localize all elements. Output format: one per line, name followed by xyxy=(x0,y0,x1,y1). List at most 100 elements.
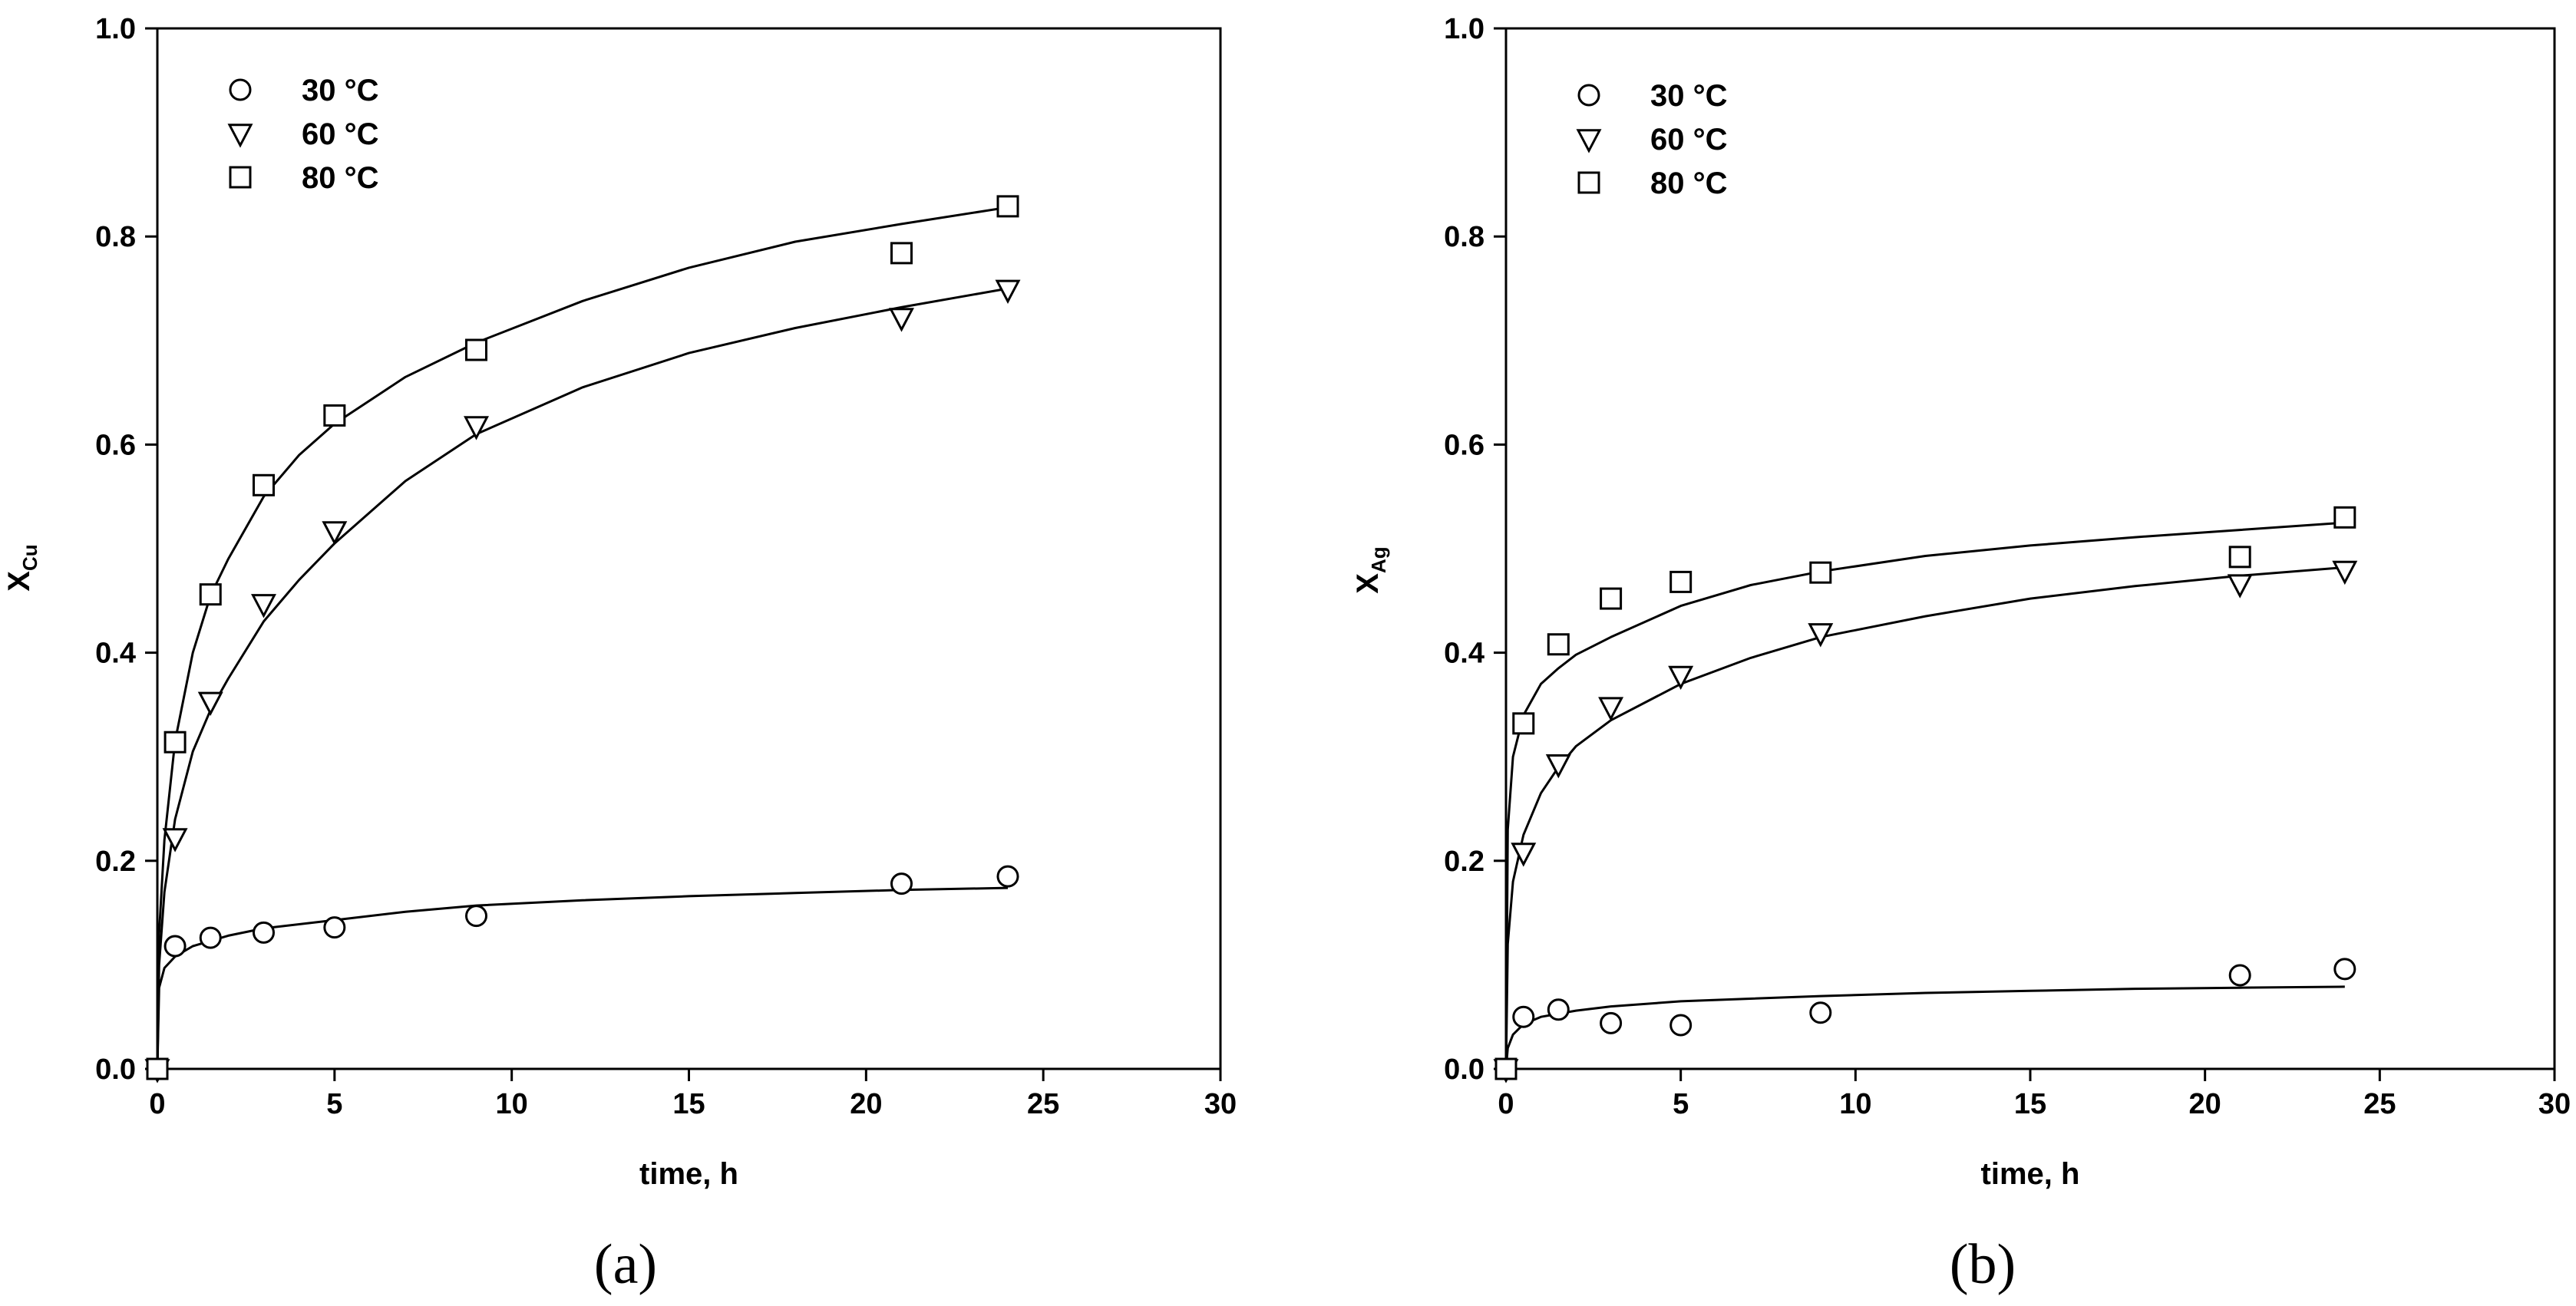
y-axis-title: XAg xyxy=(1351,546,1390,593)
data-point xyxy=(1600,587,1623,610)
y-tick-label: 0.0 xyxy=(1444,1054,1485,1086)
data-point xyxy=(323,916,346,939)
legend-marker xyxy=(229,166,252,189)
data-point xyxy=(1511,843,1537,867)
legend-label: 80 °C xyxy=(1650,167,1728,200)
data-point xyxy=(1512,1005,1535,1028)
data-point xyxy=(1668,665,1694,691)
data-point xyxy=(1494,1057,1518,1080)
x-tick-label: 10 xyxy=(496,1088,528,1120)
x-tick-label: 5 xyxy=(326,1088,342,1120)
y-tick-label: 0.2 xyxy=(1444,846,1485,878)
x-tick-label: 0 xyxy=(1498,1088,1514,1120)
series-square xyxy=(1494,506,2356,1080)
data-point xyxy=(1547,998,1570,1021)
x-tick-label: 30 xyxy=(2538,1088,2571,1120)
data-point xyxy=(995,279,1021,304)
data-point xyxy=(1809,561,1832,584)
x-axis-title: time, h xyxy=(639,1157,738,1191)
data-point xyxy=(996,865,1019,888)
data-point xyxy=(197,691,223,716)
x-tick-label: 20 xyxy=(2189,1088,2221,1120)
data-point xyxy=(199,583,222,606)
fit-curve xyxy=(1504,566,2345,1070)
legend-marker xyxy=(1576,129,1602,153)
data-point xyxy=(2228,964,2251,987)
x-axis-title: time, h xyxy=(1981,1157,2080,1191)
x-tick-label: 30 xyxy=(1204,1088,1237,1120)
data-point xyxy=(1669,1014,1693,1037)
data-point xyxy=(465,338,487,361)
y-axis-title-subscript: Ag xyxy=(1367,546,1390,573)
y-tick-label: 0.6 xyxy=(1444,429,1485,461)
data-point xyxy=(253,921,275,944)
fit-curve xyxy=(1504,521,2345,1070)
series-square xyxy=(146,195,1019,1080)
y-tick-label: 0.8 xyxy=(1444,221,1485,253)
data-point xyxy=(1547,633,1570,656)
data-point xyxy=(163,731,187,754)
data-point xyxy=(251,594,276,618)
data-point xyxy=(162,828,188,853)
x-tick-label: 25 xyxy=(1027,1088,1059,1120)
data-point xyxy=(1598,697,1624,721)
y-tick-label: 0.8 xyxy=(95,221,136,253)
x-tick-label: 0 xyxy=(149,1088,165,1120)
legend-label: 80 °C xyxy=(302,161,379,195)
data-point xyxy=(322,521,348,546)
series-circle xyxy=(1494,958,2356,1080)
series-circle xyxy=(146,865,1019,1080)
x-tick-label: 25 xyxy=(2363,1088,2396,1120)
data-point xyxy=(1669,570,1693,593)
legend-marker xyxy=(1577,171,1600,194)
data-point xyxy=(1809,1001,1832,1024)
y-tick-label: 0.0 xyxy=(95,1054,136,1086)
data-point xyxy=(199,926,222,949)
data-point xyxy=(1512,712,1535,735)
data-point xyxy=(163,935,187,958)
data-point xyxy=(890,872,913,895)
data-point xyxy=(1808,623,1834,648)
legend-label: 30 °C xyxy=(1650,79,1728,113)
y-tick-label: 1.0 xyxy=(95,13,136,45)
chart-panel-b: 0 5 10 15 20 25 30 0.0 0.2 0.4 0.6 0.8 1.0 time, h XAg… xyxy=(1351,13,2571,1296)
x-tick-label: 10 xyxy=(1839,1088,1871,1120)
x-tick-label: 15 xyxy=(672,1088,705,1120)
y-axis-title: XCu xyxy=(2,544,41,591)
fit-curve xyxy=(156,287,1009,1070)
legend-marker xyxy=(227,124,253,148)
data-point xyxy=(2332,560,2358,585)
y-axis-title-subscript: Cu xyxy=(18,544,41,571)
y-tick-label: 0.4 xyxy=(95,638,136,670)
data-point xyxy=(1600,1011,1623,1034)
panel-label: (b) xyxy=(1950,1233,2016,1296)
chart-panel-a: 0 5 10 15 20 25 30 0.0 0.2 0.4 0.6 0.8 1.0 time, h XCu… xyxy=(2,13,1237,1296)
data-point xyxy=(889,308,914,332)
data-point xyxy=(253,473,275,496)
y-tick-label: 0.4 xyxy=(1444,638,1485,670)
data-point xyxy=(464,416,489,440)
data-point xyxy=(2333,958,2356,981)
data-point xyxy=(1545,754,1571,779)
data-point xyxy=(323,404,346,427)
legend-marker xyxy=(229,78,252,101)
data-point xyxy=(996,195,1019,218)
legend-label: 30 °C xyxy=(302,74,379,107)
x-tick-label: 15 xyxy=(2014,1088,2046,1120)
series-triangle-down xyxy=(1493,560,2358,1083)
y-tick-label: 0.2 xyxy=(95,846,136,878)
fit-curve xyxy=(156,886,1009,1070)
y-tick-label: 0.6 xyxy=(95,429,136,461)
legend-label: 60 °C xyxy=(302,117,379,151)
data-point xyxy=(146,1057,169,1080)
legend-label: 60 °C xyxy=(1650,123,1728,157)
x-tick-label: 5 xyxy=(1673,1088,1689,1120)
data-point xyxy=(465,905,487,928)
fit-curve xyxy=(156,206,1009,1070)
data-point xyxy=(2333,506,2356,529)
data-point xyxy=(2228,546,2251,569)
x-tick-label: 20 xyxy=(850,1088,882,1120)
data-point xyxy=(2227,574,2253,599)
legend-marker xyxy=(1577,84,1600,107)
